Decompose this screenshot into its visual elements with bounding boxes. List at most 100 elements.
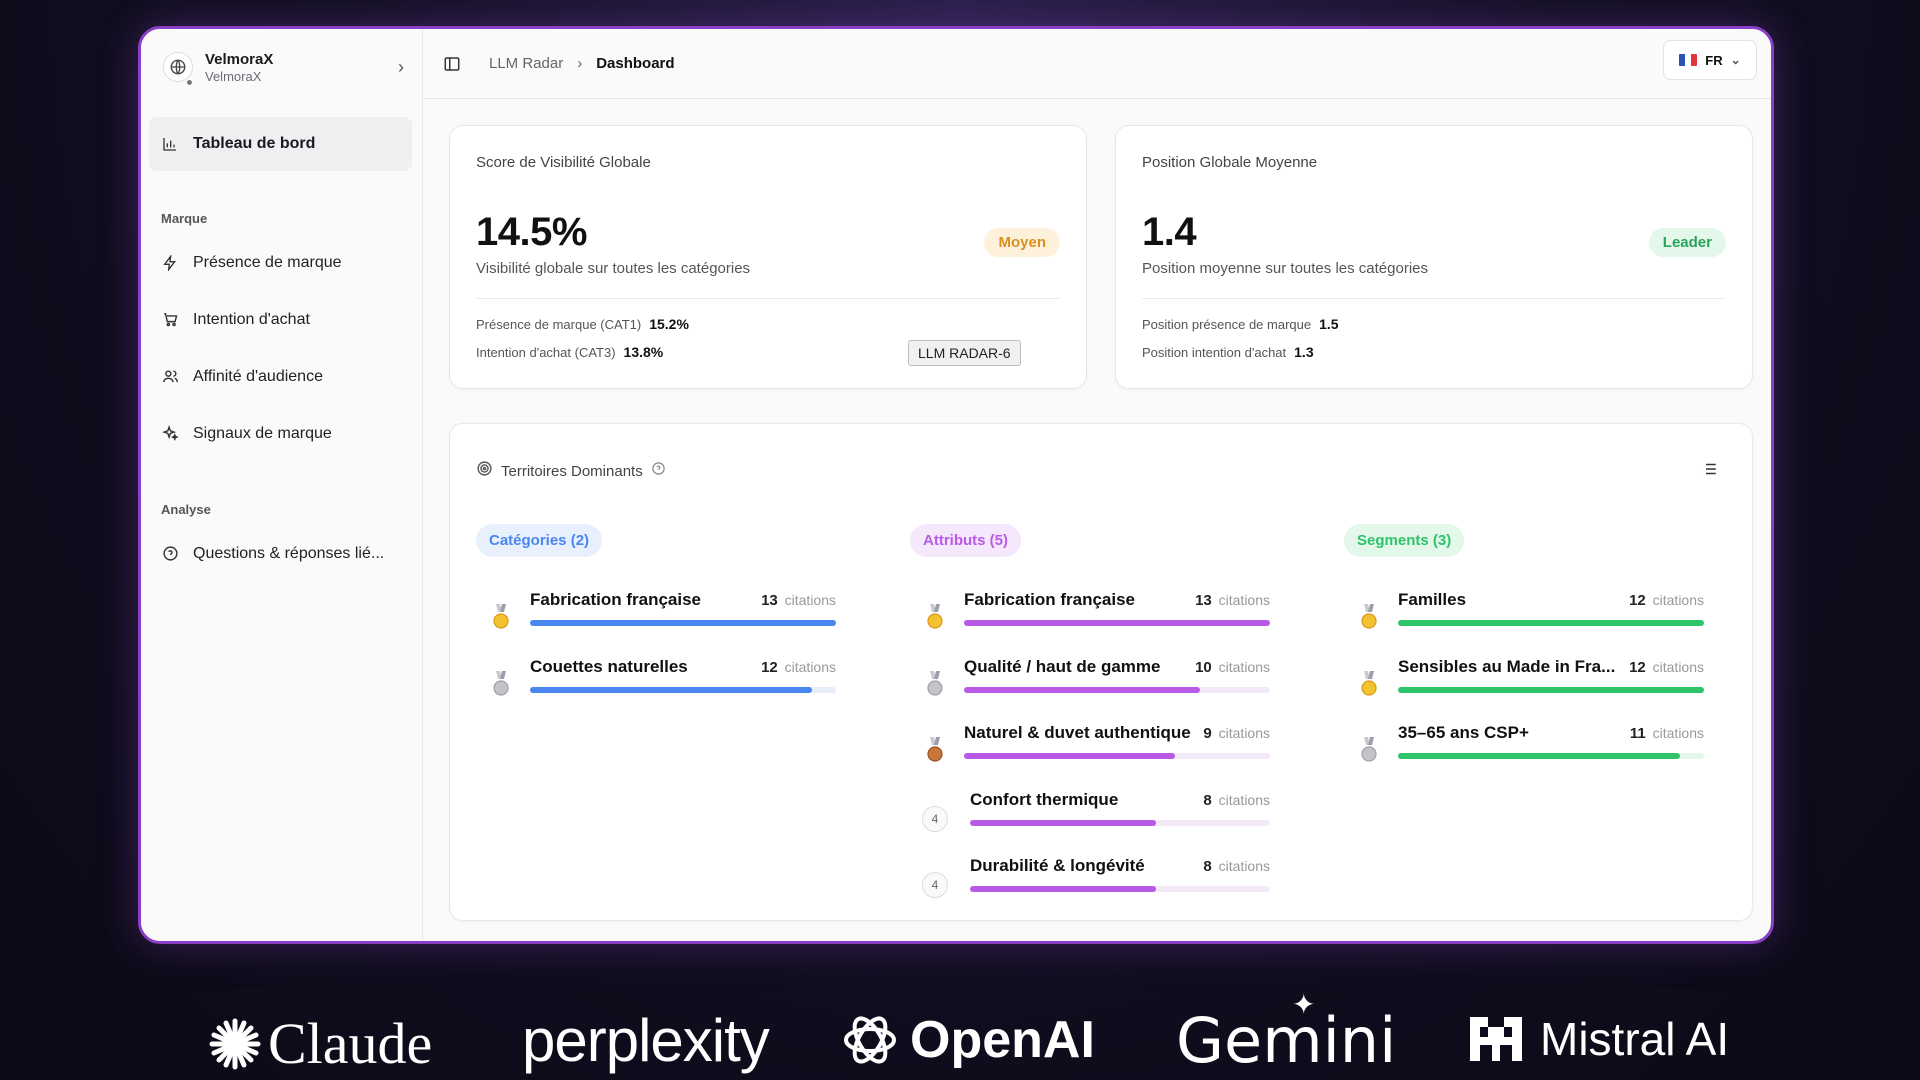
status-badge: Moyen [984,228,1060,257]
globe-icon [163,52,193,86]
sidebar-item-label: Intention d'achat [193,310,310,328]
territory-row: Familles 12 citations [1352,590,1704,646]
progress-fill [530,620,836,626]
org-switcher[interactable]: VelmoraX VelmoraX › [155,39,412,95]
org-name: VelmoraX [205,50,274,68]
claude-logo: Claude [208,1010,432,1077]
medal-silver-icon [927,670,943,696]
citation-count: 12 citations [761,659,836,676]
progress-fill [530,686,812,693]
medal-gold-icon [493,604,509,629]
topbar: LLM Radar › Dashboard FR ⌄ [423,29,1771,99]
territory-group-pill[interactable]: Attributs (5) [910,524,1021,557]
sidebar-item-label: Tableau de bord [193,135,316,152]
sidebar-item-label: Signaux de marque [193,424,332,442]
territory-row: Fabrication française 13 citations [484,590,836,646]
users-icon [161,368,179,386]
citation-unit: citations [784,592,836,608]
tooltip: LLM RADAR-6 [908,340,1021,366]
sidebar-item-label: Présence de marque [193,253,342,271]
average-position-card: Position Globale Moyenne 1.4 Position mo… [1115,125,1753,389]
citation-count: 12 citations [1629,659,1704,676]
progress-track [1398,686,1704,693]
metric-intent-position: Position intention d'achat 1.3 [1142,344,1314,360]
progress-track [964,753,1270,759]
average-position-value: 1.4 [1142,210,1197,254]
help-icon[interactable] [651,461,666,481]
territory-label: Confort thermique [970,789,1119,809]
progress-fill [1398,620,1704,626]
territory-label: Fabrication française [964,590,1136,609]
territory-row: Fabrication française 13 citations [918,590,1270,646]
citation-count: 10 citations [1195,659,1270,676]
list-view-icon[interactable] [1700,460,1718,483]
progress-fill [1398,686,1704,693]
territory-label: Durabilité & longévité [970,856,1145,875]
territory-label: Naturel & duvet authentique [964,723,1191,742]
citation-unit: citations [1218,858,1270,874]
citation-count-value: 12 [1629,592,1646,609]
citation-unit: citations [1652,658,1704,675]
sidebar-item-dashboard[interactable]: Tableau de bord [149,117,412,171]
bolt-icon [161,254,179,272]
citation-count-value: 13 [761,592,778,609]
progress-track [964,620,1270,626]
medal-silver-icon [493,670,509,696]
perplexity-logo: perplexity [522,1007,770,1074]
sparkle-icon: ✦ [1292,989,1316,1020]
territory-row: Couettes naturelles 12 citations [484,657,836,713]
breadcrumb-llm-radar[interactable]: LLM Radar [489,55,564,72]
card-subtitle: Position moyenne sur toutes les catégori… [1142,260,1428,277]
territory-label: Fabrication française [530,590,702,609]
citation-count: 9 citations [1203,725,1270,742]
sidebar-item-purchase-intent[interactable]: Intention d'achat [141,291,422,348]
sidebar-item-questions[interactable]: Questions & réponses lié... [141,525,422,582]
dominant-territories-card: Territoires Dominants Catégories (2) Fabr… [449,423,1753,921]
progress-track [530,686,836,693]
sidebar-item-audience-affinity[interactable]: Affinité d'audience [141,348,422,405]
openai-logo: OpenAI [840,1010,1095,1070]
language-label: FR [1705,52,1723,68]
citation-count: 11 citations [1630,725,1704,742]
breadcrumb-current: Dashboard [596,55,675,72]
medal-silver-icon [1361,737,1377,762]
progress-fill [964,620,1270,626]
citation-count: 13 citations [1195,592,1270,609]
citation-unit: citations [1218,592,1270,608]
openai-knot-icon [844,1016,896,1064]
sidebar: VelmoraX VelmoraX › Tableau de bord Marq… [141,29,423,941]
sidebar-item-brand-signals[interactable]: Signaux de marque [141,405,422,462]
mistral-logo: Mistral AI [1470,1012,1729,1066]
citation-unit: citations [1218,791,1270,808]
citation-count: 8 citations [1203,858,1270,875]
cart-icon [161,311,179,329]
citation-unit: citations [1218,725,1270,741]
sidebar-toggle-icon[interactable] [441,53,463,75]
sidebar-item-brand-presence[interactable]: Présence de marque [141,234,422,291]
target-icon [476,460,493,482]
visibility-score-value: 14.5% [476,210,587,254]
language-selector[interactable]: FR ⌄ [1663,40,1757,80]
territory-row: Naturel & duvet authentique 9 citations [918,723,1270,779]
gemini-logo: Gemini ✦ [1176,989,1397,1077]
status-dot [186,79,193,86]
app-window: VelmoraX VelmoraX › Tableau de bord Marq… [138,26,1774,944]
territory-group-pill[interactable]: Segments (3) [1344,524,1465,557]
org-subtitle: VelmoraX [205,68,262,84]
divider [1142,298,1726,299]
territory-group-pill[interactable]: Catégories (2) [476,524,603,557]
territory-label: Couettes naturelles [530,656,688,676]
visibility-score-card: Score de Visibilité Globale 14.5% Visibi… [449,125,1087,389]
card-title: Territoires Dominants [501,462,643,480]
progress-track [970,819,1270,826]
citation-count-value: 12 [761,658,778,676]
sidebar-item-label: Affinité d'audience [193,367,323,385]
card-title: Score de Visibilité Globale [476,154,651,171]
chevron-right-icon: › [577,55,583,72]
main-content: LLM Radar › Dashboard FR ⌄ Score de Visi… [423,29,1771,941]
citation-count: 8 citations [1203,792,1270,809]
citation-count-value: 13 [1195,592,1212,609]
territory-label: Familles [1398,590,1467,609]
citation-count-value: 9 [1203,725,1212,742]
metric-purchase-intent: Intention d'achat (CAT3) 13.8% [476,344,664,360]
